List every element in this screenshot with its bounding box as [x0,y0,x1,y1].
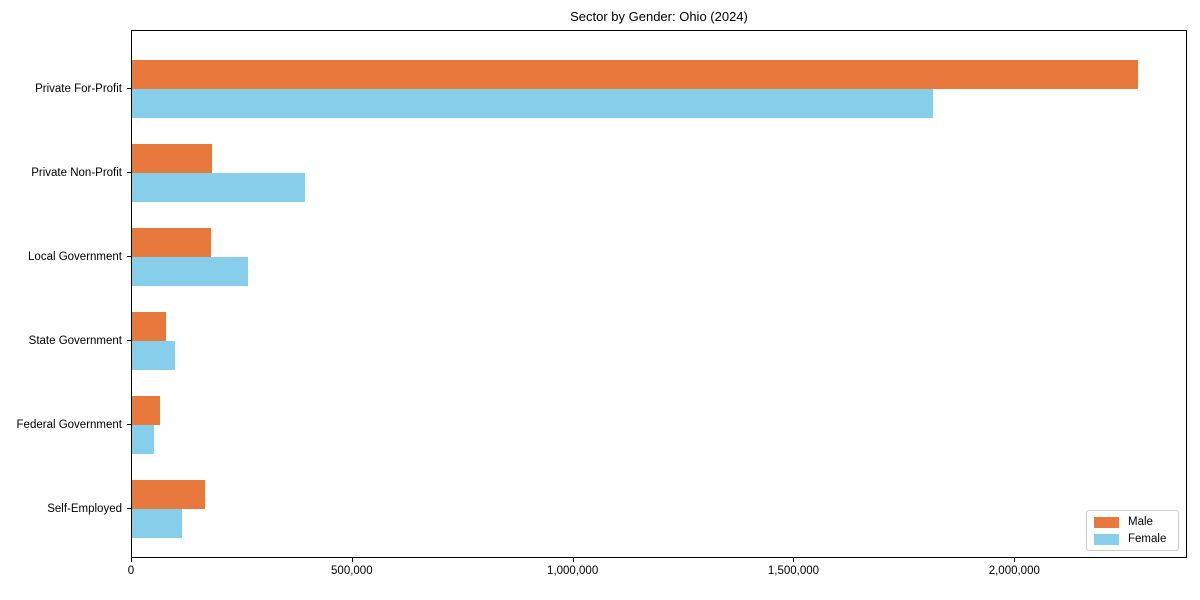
x-tick-mark [351,558,353,562]
x-tick-mark [572,558,574,562]
bar-male-2 [132,228,212,257]
legend-label: Female [1128,533,1167,545]
x-tick-label: 1,000,000 [547,565,599,577]
x-tick-mark [131,558,132,562]
bar-female-2 [132,257,248,286]
bar-male-3 [132,312,166,341]
y-tick-label: Private For-Profit [35,83,122,95]
x-tick-mark [793,558,795,562]
x-tick-mark [1014,558,1016,562]
y-tick-label: Local Government [28,251,122,263]
y-tick-label: Private Non-Profit [31,167,122,179]
bar-female-4 [132,425,155,454]
legend-entry-male: Male [1094,516,1170,528]
bar-female-0 [132,89,933,118]
y-tick-mark [127,340,131,341]
bar-female-1 [132,173,306,202]
y-tick-label: State Government [28,335,122,347]
plot-area: Male Female [131,30,1187,558]
bar-female-3 [132,341,175,370]
legend-label: Male [1128,516,1153,528]
y-tick-mark [127,508,131,509]
bar-male-1 [132,144,212,173]
x-tick-label: 500,000 [331,565,373,577]
bar-female-5 [132,509,182,538]
y-tick-label: Federal Government [16,419,122,431]
legend-swatch-icon [1094,533,1119,545]
bar-male-5 [132,480,206,509]
bar-male-4 [132,396,160,425]
y-tick-label: Self-Employed [47,503,122,515]
x-tick-label: 2,000,000 [988,565,1040,577]
legend-entry-female: Female [1094,533,1170,545]
x-tick-label: 1,500,000 [767,565,820,577]
y-tick-mark [127,172,131,173]
y-tick-mark [127,256,131,257]
legend: Male Female [1086,510,1179,551]
chart-title: Sector by Gender: Ohio (2024) [570,9,748,24]
legend-swatch-icon [1094,516,1119,528]
bar-male-0 [132,60,1138,89]
x-tick-label: 0 [127,565,135,577]
y-tick-mark [127,424,131,425]
y-tick-mark [127,88,131,89]
